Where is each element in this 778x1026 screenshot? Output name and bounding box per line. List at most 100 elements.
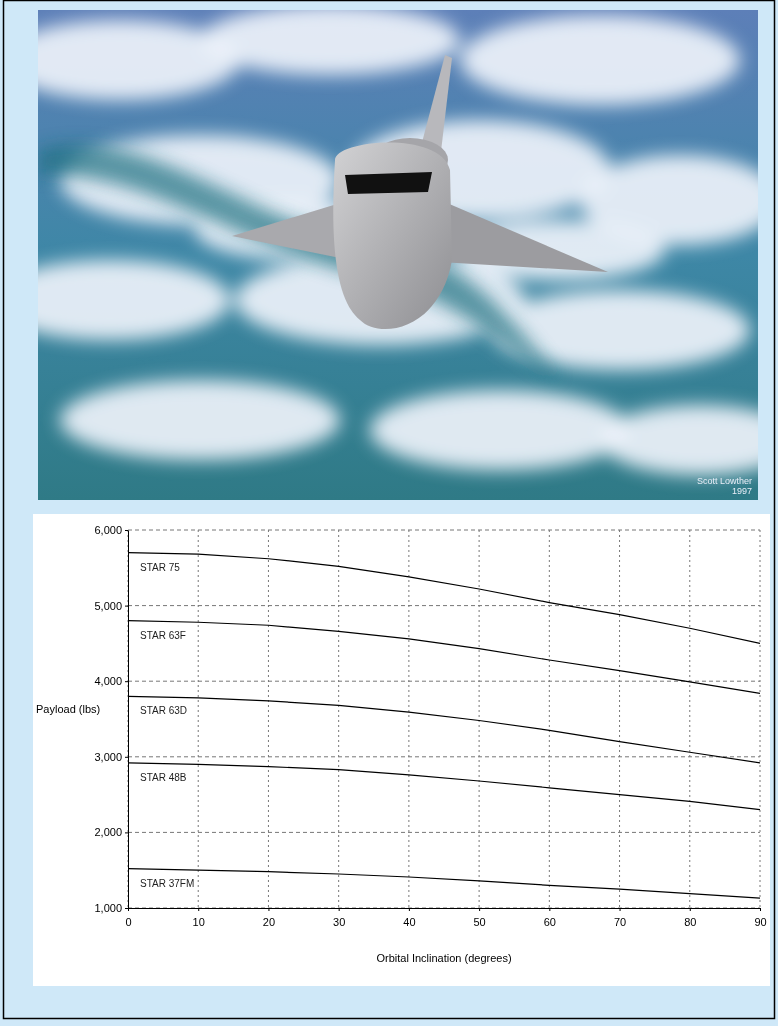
grid-line-x [268, 530, 269, 908]
x-axis-line [129, 908, 761, 909]
x-tick: 0 [125, 908, 131, 928]
y-tick-label: 2,000 [94, 826, 122, 838]
cloud [60, 380, 340, 460]
x-tick-mark [549, 908, 550, 911]
x-tick-label: 70 [614, 916, 626, 928]
y-tick-label: 1,000 [94, 902, 122, 914]
y-tick: 5,000 [94, 600, 128, 612]
background [0, 0, 778, 1026]
grid-line-y [128, 605, 760, 606]
x-tick: 10 [193, 908, 205, 928]
x-tick-label: 40 [403, 916, 415, 928]
x-tick-label: 0 [125, 916, 131, 928]
x-tick-mark [479, 908, 480, 911]
x-tick: 30 [333, 908, 345, 928]
y-tick-mark [125, 530, 128, 531]
x-tick: 50 [473, 908, 485, 928]
y-axis-line [128, 531, 129, 909]
grid-line-y [128, 832, 760, 833]
grid-line-y [128, 908, 760, 909]
windows [345, 172, 432, 194]
y-axis-title: Payload (lbs) [36, 703, 100, 715]
series-line [128, 869, 760, 898]
x-tick: 60 [544, 908, 556, 928]
series-line [128, 621, 760, 694]
x-tick-mark [339, 908, 340, 911]
series-label: STAR 75 [140, 562, 180, 573]
x-tick-mark [620, 908, 621, 911]
grid-line-y [128, 530, 760, 531]
cloud [370, 390, 630, 470]
chart: 0 10 20 30 40 50 60 70 80 90 1,000 2,000 3,000 4,000 5… [36, 524, 767, 964]
cloud [460, 15, 740, 105]
grid-line-x [549, 530, 550, 908]
x-tick-mark [690, 908, 691, 911]
x-tick-label: 60 [544, 916, 556, 928]
y-tick-mark [125, 908, 128, 909]
series-label: STAR 63D [140, 705, 187, 716]
wing-left [232, 200, 350, 258]
x-tick: 80 [684, 908, 696, 928]
y-tick-label: 6,000 [94, 524, 122, 536]
lines [128, 553, 760, 898]
y-tick: 4,000 [94, 675, 128, 687]
series-line [128, 553, 760, 644]
grid [128, 530, 760, 908]
x-tick-mark [409, 908, 410, 911]
series-line [128, 696, 760, 763]
grid-line-y [128, 681, 760, 682]
x-tick-label: 50 [473, 916, 485, 928]
chart-panel [33, 514, 770, 986]
x-tick: 70 [614, 908, 626, 928]
x-tick-mark [760, 908, 761, 911]
x-axis-title: Orbital Inclination (degrees) [376, 952, 511, 964]
credit-line: Scott Lowther [697, 476, 752, 486]
credit: Scott Lowther1997 [697, 476, 752, 496]
illustration [38, 10, 758, 500]
series-labels: STAR 75 STAR 63F STAR 63D STAR 48B STAR 37FM [140, 562, 194, 889]
y-tick: 3,000 [94, 751, 128, 763]
series-label: STAR 48B [140, 772, 187, 783]
spaceplane [232, 55, 608, 329]
grid-line-x [689, 530, 690, 908]
y-tick-mark [125, 832, 128, 833]
y-tick-mark [125, 606, 128, 607]
grid-line-x [619, 530, 620, 908]
y-tick-label: 3,000 [94, 751, 122, 763]
grid-line-x [760, 530, 761, 908]
y-tick: 1,000 [94, 902, 128, 914]
y-tick-label: 4,000 [94, 675, 122, 687]
x-axis: 0 10 20 30 40 50 60 70 80 90 [125, 908, 766, 928]
x-tick-label: 20 [263, 916, 275, 928]
page-frame [4, 1, 775, 1019]
grid-line-x [198, 530, 199, 908]
y-axis: 1,000 2,000 3,000 4,000 5,000 6,000 [94, 524, 128, 914]
x-tick-label: 80 [684, 916, 696, 928]
y-tick: 6,000 [94, 524, 128, 536]
series-label: STAR 37FM [140, 878, 194, 889]
y-tick-mark [125, 681, 128, 682]
grid-line-x [128, 530, 129, 908]
y-tick-mark [125, 757, 128, 758]
x-tick: 90 [754, 908, 766, 928]
x-tick: 20 [263, 908, 275, 928]
x-tick-mark [268, 908, 269, 911]
grid-line-y [128, 756, 760, 757]
series-label: STAR 63F [140, 630, 186, 641]
cloud [38, 260, 230, 340]
x-tick-label: 10 [193, 916, 205, 928]
x-tick: 40 [403, 908, 415, 928]
clouds [38, 10, 758, 475]
grid-line-x [408, 530, 409, 908]
y-tick-label: 5,000 [94, 600, 122, 612]
x-tick-label: 90 [754, 916, 766, 928]
cloud [200, 10, 460, 75]
grid-line-x [338, 530, 339, 908]
cloud [600, 405, 758, 475]
y-tick: 2,000 [94, 826, 128, 838]
page: Scott Lowther1997 0 10 20 30 40 50 60 70 80 90 1,00… [0, 0, 778, 1026]
wing-right [440, 200, 608, 272]
series-line [128, 763, 760, 810]
fuselage [333, 143, 452, 330]
grid-line-x [479, 530, 480, 908]
